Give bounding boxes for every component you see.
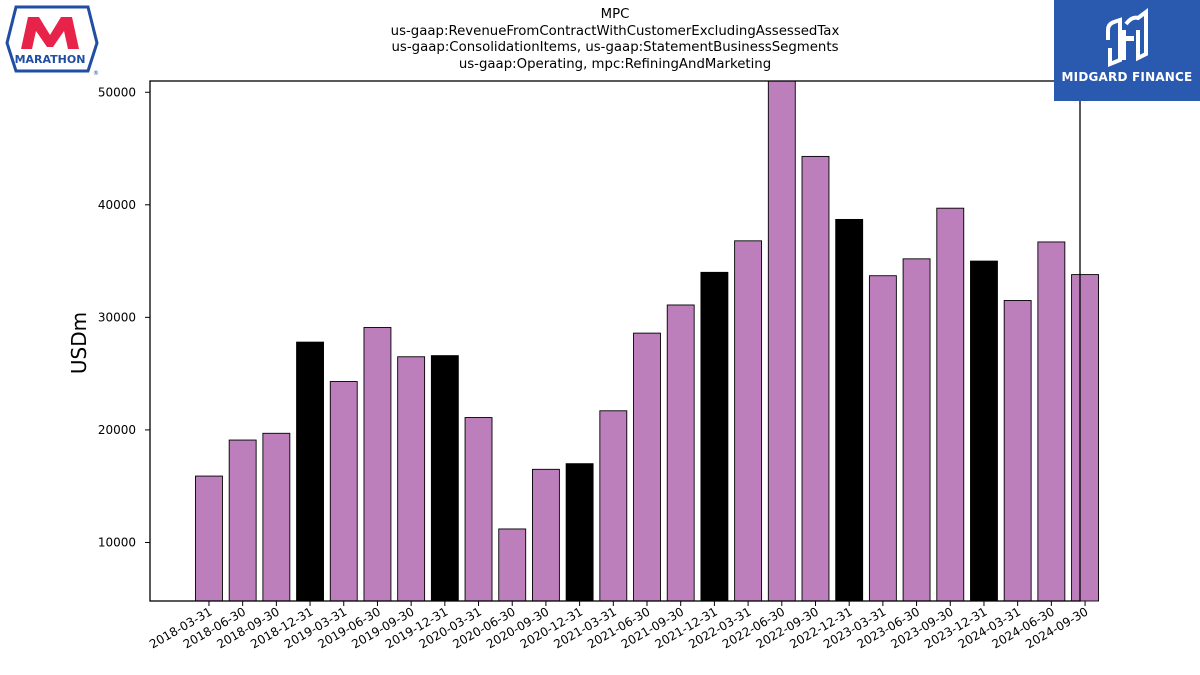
bar-2023-12-31 xyxy=(970,260,998,602)
bar-2022-03-31 xyxy=(734,240,763,602)
bar-2019-12-31 xyxy=(430,355,459,602)
bar-2018-03-31 xyxy=(195,475,223,602)
midgard-logo-text: MIDGARD FINANCE xyxy=(1061,70,1193,84)
plot-frame xyxy=(149,80,1081,602)
bar-2021-03-31 xyxy=(599,410,628,602)
midgard-finance-logo: MIDGARD FINANCE xyxy=(1054,0,1200,101)
bar-2018-12-31 xyxy=(296,341,324,602)
chart-title: MPC us-gaap:RevenueFromContractWithCusto… xyxy=(215,7,1015,74)
y-axis: 10000 20000 30000 40000 50000 xyxy=(98,85,150,549)
bar-2023-09-30 xyxy=(936,207,965,602)
bar-2019-09-30 xyxy=(397,356,426,602)
y-tick-label: 20000 xyxy=(98,423,136,437)
chart-title-line-2: us-gaap:RevenueFromContractWithCustomerE… xyxy=(390,23,840,39)
bar-2020-03-31 xyxy=(464,417,493,602)
bar-2024-03-31 xyxy=(1003,300,1032,602)
svg-text:®: ® xyxy=(93,70,99,77)
y-tick-label: 10000 xyxy=(98,535,136,549)
bar-2020-12-31 xyxy=(565,463,594,602)
bar-2018-09-30 xyxy=(262,432,291,602)
bar-2019-03-31 xyxy=(329,381,358,602)
marathon-m-icon xyxy=(21,17,79,49)
bar-2018-06-30 xyxy=(228,439,257,602)
bar-2021-12-31 xyxy=(700,271,729,602)
marathon-logo: MARATHON ® xyxy=(5,5,99,77)
bar-2022-09-30 xyxy=(801,155,830,602)
bar-2022-12-31 xyxy=(835,218,864,602)
bars-group xyxy=(195,80,1099,602)
bar-2021-09-30 xyxy=(666,304,695,602)
bar-2024-06-30 xyxy=(1037,241,1066,602)
bar-2024-09-30 xyxy=(1071,274,1099,602)
marathon-logo-text: MARATHON xyxy=(15,53,86,66)
bar-2019-06-30 xyxy=(363,327,392,602)
x-axis: 2018-03-312018-06-302018-09-302018-12-31… xyxy=(147,601,1091,651)
chart-title-line-3: us-gaap:ConsolidationItems, us-gaap:Stat… xyxy=(391,40,839,56)
y-tick-label: 30000 xyxy=(98,310,136,324)
bar-2021-06-30 xyxy=(633,332,661,602)
chart-title-line-4: us-gaap:Operating, mpc:RefiningAndMarket… xyxy=(458,57,772,73)
y-axis-label: USDm xyxy=(67,312,91,374)
y-tick-label: 40000 xyxy=(98,198,136,212)
bar-2020-06-30 xyxy=(498,528,527,602)
chart-title-line-1: MPC xyxy=(600,7,630,22)
bar-2022-06-30 xyxy=(767,80,796,602)
bar-2023-03-31 xyxy=(868,275,897,602)
bar-2020-09-30 xyxy=(531,468,560,602)
bar-2023-06-30 xyxy=(902,258,931,602)
midgard-emblem-icon xyxy=(1106,8,1148,67)
y-tick-label: 50000 xyxy=(98,85,136,99)
